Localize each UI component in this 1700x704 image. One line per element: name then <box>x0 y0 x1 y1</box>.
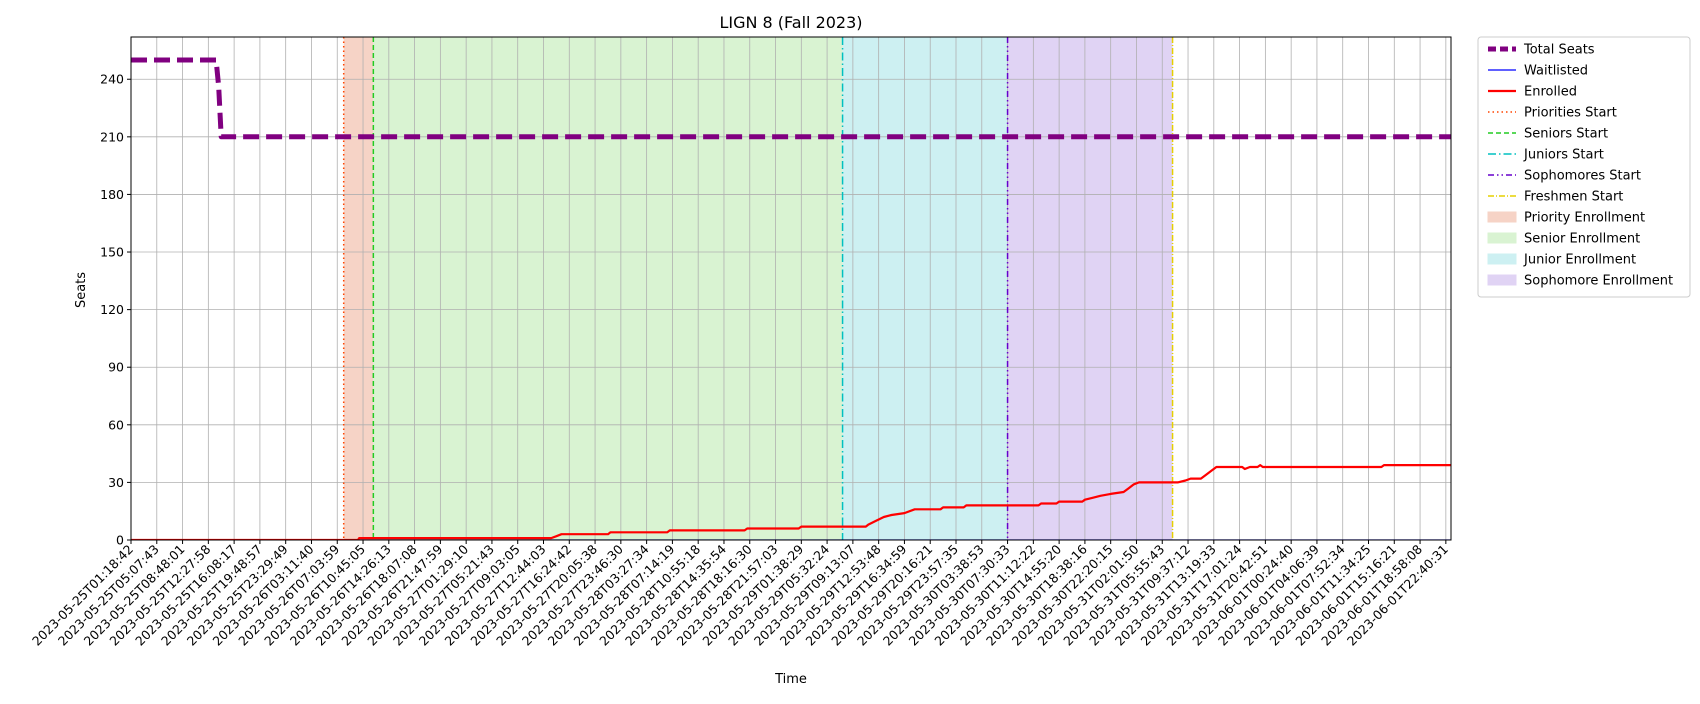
y-tick-label: 60 <box>108 417 124 432</box>
y-tick-label: 90 <box>108 360 124 375</box>
plot-frame <box>130 36 1452 541</box>
enrollment-regions <box>343 37 1173 540</box>
legend-swatch-senior-enrollment <box>1487 232 1517 244</box>
grid-lines <box>130 37 1451 541</box>
legend-label-freshmen-start: Freshmen Start <box>1524 190 1623 205</box>
region-senior-enrollment <box>373 37 843 540</box>
legend: Total Seats Waitlisted Enrolled Priorities … <box>1477 36 1691 298</box>
legend-label-priority-enrollment: Priority Enrollment <box>1524 211 1645 226</box>
legend-label-seniors-start: Seniors Start <box>1524 127 1608 142</box>
legend-label-juniors-start: Juniors Start <box>1523 148 1604 163</box>
legend-label-priorities-start: Priorities Start <box>1524 106 1617 121</box>
legend-label-enrolled: Enrolled <box>1524 85 1577 100</box>
legend-label-junior-enrollment: Junior Enrollment <box>1523 253 1636 268</box>
legend-swatch-junior-enrollment <box>1487 253 1517 265</box>
y-tick-label: 210 <box>100 129 124 144</box>
region-junior-enrollment <box>842 37 1008 540</box>
y-tick-label: 180 <box>100 187 124 202</box>
chart-title: LIGN 8 (Fall 2023) <box>719 13 862 32</box>
legend-label-sophomores-start: Sophomores Start <box>1524 169 1641 184</box>
legend-label-total-seats: Total Seats <box>1523 43 1595 58</box>
y-tick-label: 30 <box>108 475 124 490</box>
y-tick-label: 0 <box>116 533 124 548</box>
y-axis-label: Seats <box>74 272 89 308</box>
region-sophomore-enrollment <box>1007 37 1173 540</box>
legend-label-waitlisted: Waitlisted <box>1524 64 1588 79</box>
legend-label-sophomore-enrollment: Sophomore Enrollment <box>1524 274 1673 289</box>
y-tick-label: 120 <box>100 302 124 317</box>
y-tick-label: 150 <box>100 245 124 260</box>
series-total-seats <box>131 57 1451 140</box>
legend-label-senior-enrollment: Senior Enrollment <box>1524 232 1640 247</box>
phase-start-lines <box>342 37 1174 540</box>
legend-box <box>1477 36 1691 298</box>
y-tick-label: 240 <box>100 72 124 87</box>
axes: 03060901201501802102402023-05-25T01:18:4… <box>29 36 1452 649</box>
x-axis-label: Time <box>774 672 807 687</box>
legend-swatch-priority-enrollment <box>1487 211 1517 223</box>
data-series <box>131 57 1451 540</box>
series-enrolled <box>131 464 1451 540</box>
region-priority-enrollment <box>343 37 374 540</box>
legend-swatch-sophomore-enrollment <box>1487 274 1517 286</box>
